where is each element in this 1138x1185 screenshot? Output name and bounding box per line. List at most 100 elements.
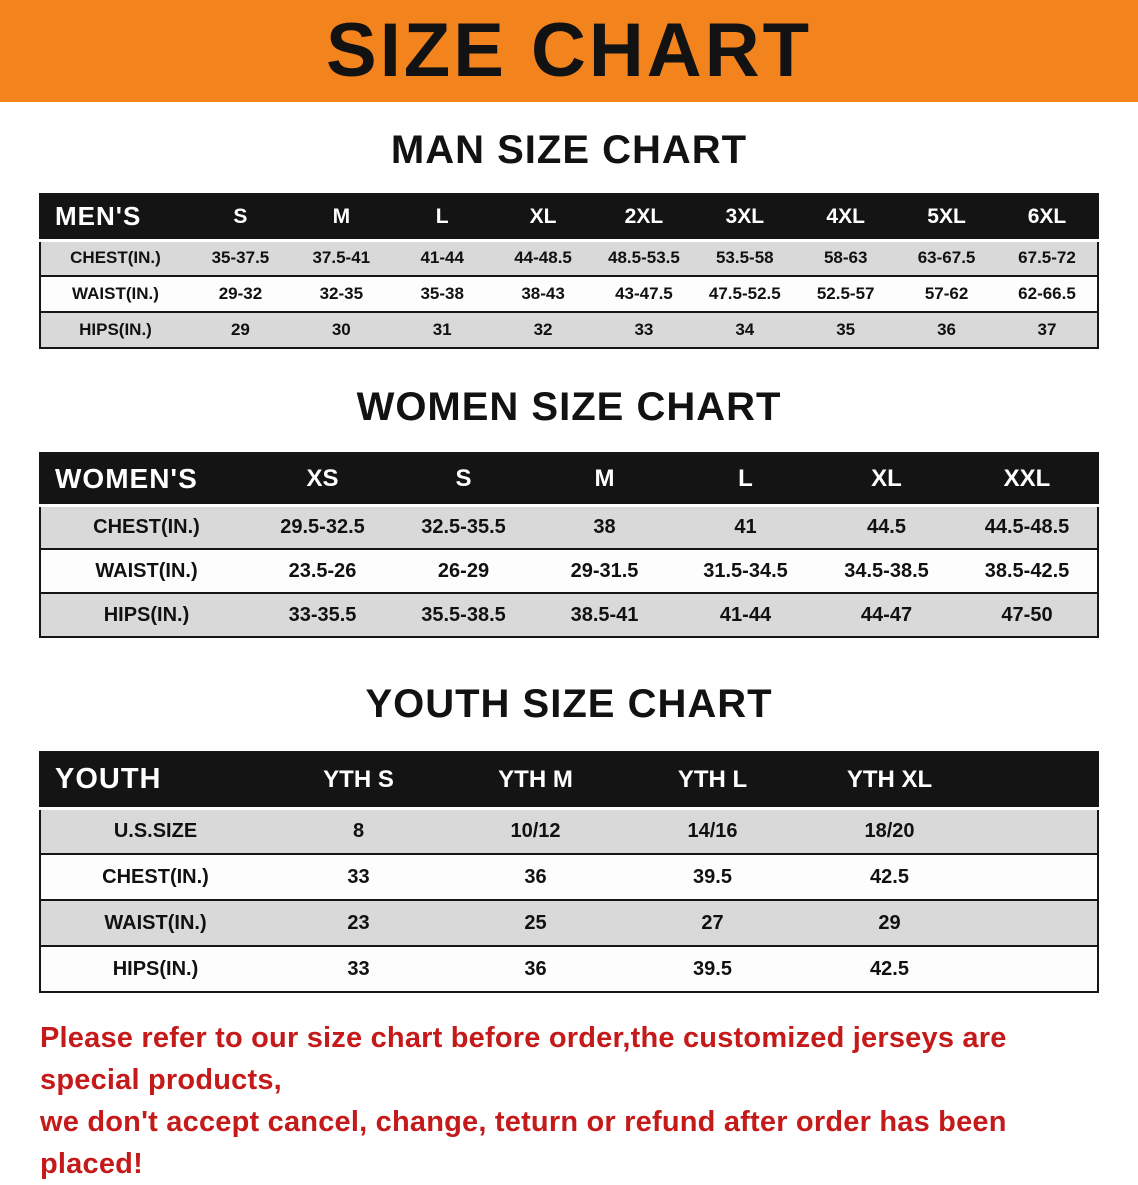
table-cell: 33 bbox=[634, 320, 654, 339]
table-row: CHEST(IN.) 35-37.5 37.5-41 41-44 44-48.5 48.5… bbox=[40, 240, 1098, 276]
table-cell: 38.5-41 bbox=[570, 603, 639, 626]
column-header: XS bbox=[306, 464, 339, 492]
table-row: CHEST(IN.) 33 36 39.5 42.5 bbox=[40, 854, 1098, 900]
table-cell: 14/16 bbox=[687, 819, 738, 842]
row-header: HIPS(IN.) bbox=[112, 957, 199, 980]
header-row: MEN'S S M L XL 2XL 3XL 4XL 5XL 6XL bbox=[40, 194, 1098, 240]
table-cell: 41-44 bbox=[719, 603, 772, 626]
row-header: HIPS(IN.) bbox=[79, 320, 152, 339]
table-cell: 29-31.5 bbox=[570, 559, 639, 582]
table-cell: 36 bbox=[937, 320, 957, 339]
column-header: XXL bbox=[1003, 464, 1051, 492]
table-corner-label: WOMEN'S bbox=[55, 462, 198, 494]
table-cell: 30 bbox=[331, 320, 351, 339]
table-cell: 33 bbox=[347, 865, 370, 888]
table-cell: 18/20 bbox=[864, 819, 915, 842]
table-cell: 38-43 bbox=[521, 284, 565, 303]
table-cell: 32-35 bbox=[319, 284, 364, 303]
table-cell: 25 bbox=[524, 911, 547, 934]
table-row: HIPS(IN.) 33 36 39.5 42.5 bbox=[40, 946, 1098, 992]
table-cell: 39.5 bbox=[693, 865, 732, 888]
table-cell: 35-37.5 bbox=[211, 248, 270, 268]
table-cell: 29.5-32.5 bbox=[280, 515, 365, 538]
row-header: CHEST(IN.) bbox=[70, 248, 161, 268]
table-cell: 38.5-42.5 bbox=[984, 559, 1070, 582]
column-header: M bbox=[594, 464, 615, 492]
row-header: WAIST(IN.) bbox=[104, 911, 207, 934]
column-header: 6XL bbox=[1027, 204, 1067, 228]
table-cell: 33-35.5 bbox=[288, 603, 357, 626]
page-title: SIZE CHART bbox=[326, 8, 812, 93]
row-header: WAIST(IN.) bbox=[72, 284, 159, 303]
column-header: YTH S bbox=[323, 765, 394, 793]
table-cell: 42.5 bbox=[870, 865, 909, 888]
table-cell: 63-67.5 bbox=[917, 248, 976, 268]
table-cell: 42.5 bbox=[870, 957, 909, 980]
spacer-cell bbox=[978, 752, 1098, 808]
man-size-chart-section: MAN SIZE CHART MEN'S S M L XL 2XL 3XL 4XL 5XL 6XL… bbox=[0, 128, 1138, 349]
youth-size-chart-heading: YOUTH SIZE CHART bbox=[365, 682, 773, 726]
table-cell: 52.5-57 bbox=[816, 284, 875, 303]
table-cell: 37 bbox=[1037, 320, 1057, 339]
table-cell: 31 bbox=[432, 320, 452, 339]
table-cell: 32 bbox=[533, 320, 553, 339]
women-size-table: WOMEN'S XS S M L XL XXL CHEST(IN.) 29.5-32.5 32.5… bbox=[39, 452, 1099, 638]
column-header: 3XL bbox=[725, 204, 765, 228]
table-row: CHEST(IN.) 29.5-32.5 32.5-35.5 38 41 44.5 44.5… bbox=[40, 505, 1098, 549]
table-row: U.S.SIZE 8 10/12 14/16 18/20 bbox=[40, 808, 1098, 854]
table-cell: 67.5-72 bbox=[1018, 248, 1076, 268]
table-cell: 47-50 bbox=[1001, 603, 1053, 626]
table-cell: 31.5-34.5 bbox=[703, 559, 788, 582]
column-header: YTH XL bbox=[846, 765, 933, 793]
table-cell: 36 bbox=[524, 865, 547, 888]
column-header: 2XL bbox=[624, 204, 664, 228]
spacer-cell bbox=[978, 946, 1098, 992]
row-header: CHEST(IN.) bbox=[102, 865, 209, 888]
spacer-cell bbox=[978, 854, 1098, 900]
row-header: HIPS(IN.) bbox=[103, 603, 190, 626]
column-header: YTH M bbox=[498, 765, 573, 793]
table-cell: 29-32 bbox=[218, 284, 263, 303]
table-cell: 43-47.5 bbox=[615, 284, 673, 303]
column-header: XL bbox=[529, 204, 557, 228]
column-header: 4XL bbox=[826, 204, 865, 228]
table-cell: 41-44 bbox=[420, 248, 464, 268]
table-row: WAIST(IN.) 23.5-26 26-29 29-31.5 31.5-34.5 34… bbox=[40, 549, 1098, 593]
table-cell: 35.5-38.5 bbox=[421, 603, 506, 626]
youth-size-chart-section: YOUTH SIZE CHART YOUTH YTH S YTH M YTH L YTH… bbox=[0, 682, 1138, 993]
table-cell: 53.5-58 bbox=[715, 248, 774, 268]
table-corner-label: MEN'S bbox=[55, 201, 142, 232]
disclaimer-line-2: we don't accept cancel, change, teturn o… bbox=[40, 1106, 1007, 1181]
table-cell: 58-63 bbox=[823, 248, 868, 268]
table-cell: 37.5-41 bbox=[312, 248, 371, 268]
table-corner-label: YOUTH bbox=[55, 763, 162, 796]
table-cell: 34 bbox=[735, 320, 755, 339]
spacer-cell bbox=[978, 808, 1098, 854]
table-cell: 48.5-53.5 bbox=[608, 248, 680, 268]
men-size-table: MEN'S S M L XL 2XL 3XL 4XL 5XL 6XL CHEST(IN.) 35-37… bbox=[39, 193, 1099, 349]
table-cell: 29 bbox=[878, 911, 901, 934]
row-header: CHEST(IN.) bbox=[93, 515, 200, 538]
column-header: S bbox=[455, 464, 472, 492]
table-cell: 41 bbox=[734, 515, 757, 538]
disclaimer-line-1: Please refer to our size chart before or… bbox=[40, 1022, 1007, 1097]
column-header: M bbox=[332, 204, 351, 228]
table-cell: 32.5-35.5 bbox=[421, 515, 506, 538]
table-cell: 33 bbox=[347, 957, 370, 980]
row-header: U.S.SIZE bbox=[113, 819, 198, 842]
table-row: WAIST(IN.) 23 25 27 29 bbox=[40, 900, 1098, 946]
table-cell: 27 bbox=[701, 911, 724, 934]
table-cell: 26-29 bbox=[437, 559, 490, 582]
spacer-cell bbox=[978, 900, 1098, 946]
table-cell: 44.5-48.5 bbox=[984, 515, 1070, 538]
column-header: L bbox=[435, 204, 449, 228]
table-cell: 57-62 bbox=[924, 284, 969, 303]
table-cell: 38 bbox=[593, 515, 616, 538]
man-size-chart-heading: MAN SIZE CHART bbox=[390, 128, 748, 172]
table-cell: 23.5-26 bbox=[288, 559, 357, 582]
table-cell: 47.5-52.5 bbox=[708, 284, 781, 303]
table-cell: 36 bbox=[524, 957, 547, 980]
table-cell: 34.5-38.5 bbox=[844, 559, 929, 582]
youth-size-table: YOUTH YTH S YTH M YTH L YTH XL U.S.SIZE 8 10/12… bbox=[39, 751, 1099, 993]
